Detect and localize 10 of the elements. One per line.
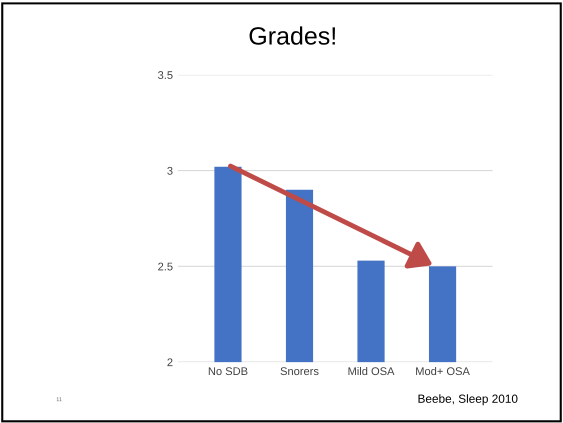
y-tick-label: 3: [167, 166, 173, 175]
x-tick-label: Mild OSA: [348, 366, 394, 376]
y-tick-label: 3.5: [158, 71, 173, 80]
text: Beebe, Sleep 2010: [418, 394, 518, 406]
x-tick-label: No SDB: [208, 367, 248, 376]
chart-title: Grades!: [250, 26, 335, 45]
y-tick-label: 2: [167, 358, 172, 366]
x-tick-label: Mod+ OSA: [416, 366, 470, 376]
y-tick-label: 2.5: [158, 262, 173, 270]
x-tick-label: Snorers: [280, 367, 319, 376]
